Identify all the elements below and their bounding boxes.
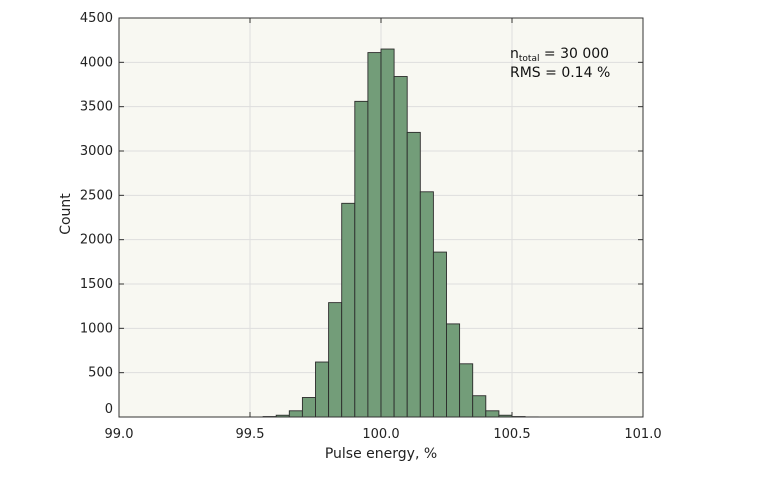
y-tick-label: 4500 [80, 11, 113, 26]
histogram-bar [367, 52, 382, 418]
y-tick-label: 1500 [80, 277, 113, 292]
y-axis-title: Count [58, 193, 74, 235]
y-tick-label: 1000 [80, 321, 113, 336]
stats-annotation: ntotal = 30 000 RMS = 0.14 % [510, 46, 610, 81]
n-total-prefix: n [510, 46, 519, 62]
histogram-bar [301, 397, 316, 418]
x-tick-label: 100.5 [493, 427, 530, 442]
histogram-bar [459, 363, 474, 418]
histogram-bar [393, 76, 408, 418]
y-tick-label: 3500 [80, 100, 113, 115]
y-tick-label: 3000 [80, 144, 113, 159]
x-axis-ticks: 99.0 99.5 100.0 100.5 101.0 [105, 18, 662, 442]
n-total-value: = 30 000 [539, 46, 609, 62]
histogram-bar [432, 251, 447, 418]
y-tick-label: 4000 [80, 55, 113, 70]
y-tick-label: 2000 [80, 233, 113, 248]
x-axis-title: Pulse energy, % [325, 446, 437, 462]
histogram-bar [341, 202, 356, 418]
x-tick-label: 99.0 [105, 427, 134, 442]
y-tick-label: 500 [88, 366, 113, 381]
histogram-bars [262, 48, 539, 418]
histogram-bar [485, 410, 500, 418]
histogram-bar [472, 395, 487, 418]
rms-label: RMS = 0.14 % [510, 65, 610, 81]
histogram-bar [288, 410, 303, 418]
y-tick-label: 2500 [80, 188, 113, 203]
y-tick-label: 0 [105, 402, 113, 417]
histogram-bar [446, 323, 461, 418]
x-tick-label: 99.5 [236, 427, 265, 442]
x-tick-label: 100.0 [362, 427, 399, 442]
n-total-label: ntotal = 30 000 [510, 46, 609, 64]
histogram-bar [354, 100, 369, 418]
n-total-subscript: total [519, 54, 540, 64]
histogram-bar [406, 131, 421, 418]
histogram-bar [328, 302, 343, 418]
x-tick-label: 101.0 [624, 427, 661, 442]
histogram-bar [380, 48, 395, 418]
histogram-bar [419, 191, 434, 418]
histogram-bar [315, 361, 330, 418]
y-axis-ticks: 0 500 1000 1500 2000 2500 3000 3500 4000 4500 [80, 11, 643, 418]
